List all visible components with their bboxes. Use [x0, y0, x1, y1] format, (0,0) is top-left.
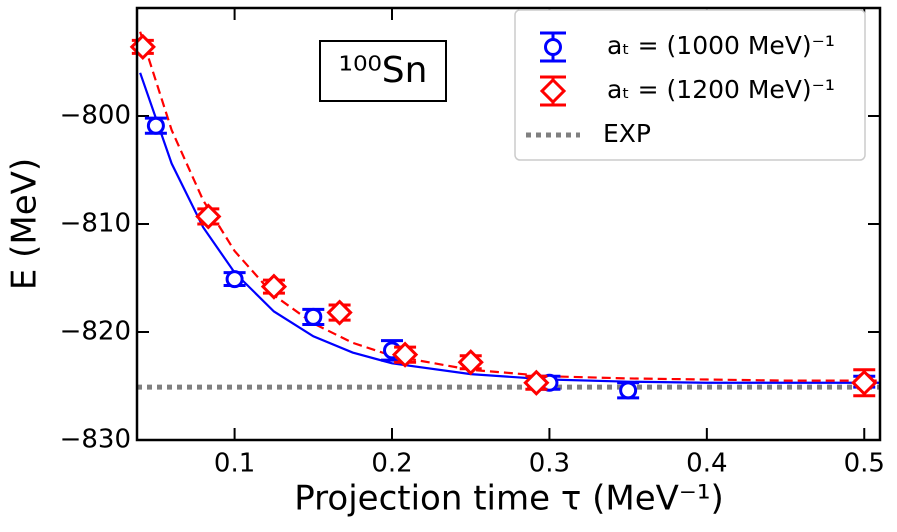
y-axis-label: E (MeV)	[5, 158, 45, 290]
marker	[146, 116, 165, 135]
marker	[391, 341, 419, 368]
x-tick-label: 0.3	[529, 449, 570, 479]
legend-label: EXP	[603, 119, 651, 148]
annotation-box	[319, 40, 447, 102]
y-tick-label: −820	[60, 317, 131, 347]
x-axis-label: Projection time τ (MeV⁻¹)	[294, 479, 723, 519]
error-bar	[391, 341, 419, 368]
error-bar	[457, 349, 484, 376]
legend-box	[514, 9, 866, 161]
marker	[260, 273, 288, 300]
annotation: ¹⁰⁰Sn	[339, 50, 428, 91]
x-tick-label: 0.4	[686, 449, 727, 479]
error-bar	[851, 368, 878, 398]
y-tick-label: −800	[60, 101, 131, 131]
error-bar	[129, 33, 156, 61]
fit-curve	[139, 72, 880, 384]
legend-label: aₜ = (1000 MeV)⁻¹	[607, 31, 835, 60]
marker	[129, 33, 156, 61]
marker	[304, 307, 323, 326]
error-bar	[144, 116, 167, 135]
marker	[544, 38, 562, 56]
error-bar	[326, 299, 353, 326]
error-bar	[195, 203, 222, 230]
error-bar	[617, 381, 640, 400]
y-tick-label: −830	[60, 425, 131, 455]
y-tick-label: −810	[60, 209, 131, 239]
error-bar	[260, 273, 288, 300]
marker	[225, 270, 244, 289]
x-tick-label: 0.5	[844, 449, 885, 479]
legend-label: aₜ = (1200 MeV)⁻¹	[607, 75, 835, 104]
plot-frame	[135, 6, 882, 442]
marker	[195, 203, 222, 230]
marker	[523, 369, 550, 396]
x-tick-label: 0.1	[214, 449, 255, 479]
marker	[539, 77, 567, 105]
marker	[851, 369, 878, 396]
marker	[326, 299, 353, 326]
marker	[619, 381, 638, 400]
marker	[457, 349, 484, 376]
x-tick-label: 0.2	[371, 449, 412, 479]
error-bar	[223, 270, 246, 289]
error-bar	[523, 369, 550, 396]
error-bar	[302, 307, 325, 326]
legend: aₜ = (1000 MeV)⁻¹ aₜ = (1200 MeV)⁻¹ EXP	[514, 9, 866, 161]
